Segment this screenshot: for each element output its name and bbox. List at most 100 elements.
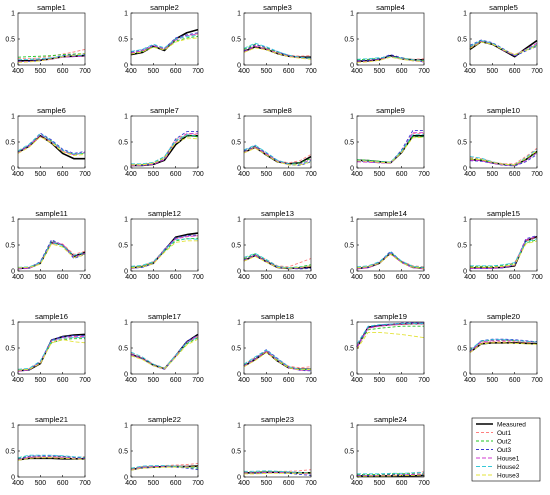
series-line-house3	[130, 240, 198, 269]
legend-label-out1: Out1	[497, 430, 511, 437]
series-line-measured	[130, 28, 199, 56]
series-line-house1	[356, 132, 424, 164]
y-tick-label: 1	[124, 113, 128, 120]
series-line-out3	[18, 53, 86, 62]
x-tick-label: 700	[531, 274, 543, 281]
series-line-out2	[470, 239, 538, 267]
x-tick-label: 700	[79, 480, 91, 487]
x-tick-label: 500	[35, 171, 47, 178]
x-tick-label: 400	[464, 171, 476, 178]
series-line-out3	[17, 455, 86, 460]
panel-title: sample5	[489, 3, 518, 12]
x-tick-label: 600	[170, 274, 182, 281]
series-line-house2	[17, 454, 86, 459]
x-tick-label: 600	[283, 377, 295, 384]
x-tick-label: 400	[12, 171, 24, 178]
series-line-out3	[17, 335, 85, 372]
panel-sample1: sample1 400 500 600 700 0 0.5 1	[5, 3, 91, 75]
series-line-out3	[130, 234, 199, 269]
panel-sample3: sample3 400 500 600 700 0 0.5 1	[231, 3, 317, 75]
y-tick-label: 1	[463, 10, 467, 17]
series-line-house3	[356, 474, 425, 477]
x-tick-label: 500	[148, 377, 160, 384]
x-tick-label: 700	[418, 480, 430, 487]
panel-sample23: sample23 400 500 600 700 0 0.5 1	[231, 415, 317, 487]
x-tick-label: 400	[12, 68, 24, 75]
x-tick-label: 600	[57, 171, 69, 178]
y-tick-label: 0.5	[5, 36, 15, 43]
series-line-house3	[469, 342, 538, 354]
series-line-out1	[356, 323, 424, 346]
x-tick-label: 600	[170, 171, 182, 178]
y-tick-label: 1	[237, 319, 241, 326]
series-line-out3	[131, 131, 198, 166]
series-line-house3	[130, 338, 199, 370]
x-tick-label: 500	[261, 171, 273, 178]
y-tick-label: 0	[124, 165, 128, 172]
y-tick-label: 0.5	[231, 36, 241, 43]
series-line-house2	[243, 349, 312, 371]
x-tick-label: 400	[125, 274, 137, 281]
panel-title: sample23	[261, 415, 294, 424]
series-line-house3	[243, 47, 312, 60]
panel-title: sample19	[374, 312, 407, 321]
x-tick-label: 500	[374, 171, 386, 178]
x-tick-label: 700	[305, 274, 317, 281]
x-tick-label: 700	[531, 171, 543, 178]
series-line-out2	[356, 251, 425, 269]
series-line-house2	[130, 34, 199, 52]
x-tick-label: 400	[238, 480, 250, 487]
axes-box	[130, 218, 199, 272]
series-line-out3	[17, 239, 86, 269]
series-line-out1	[356, 56, 425, 61]
panel-sample7: sample7 400 500 600 700 0 0.5 1	[118, 106, 204, 178]
y-tick-label: 0.5	[231, 139, 241, 146]
y-tick-label: 0	[237, 371, 241, 378]
y-tick-label: 1	[237, 10, 241, 17]
x-tick-label: 400	[238, 274, 250, 281]
x-tick-label: 600	[170, 68, 182, 75]
axes-box	[17, 424, 86, 478]
x-tick-label: 700	[192, 68, 204, 75]
y-tick-label: 1	[350, 319, 354, 326]
panel-title: sample12	[148, 209, 181, 218]
x-tick-label: 500	[148, 171, 160, 178]
y-tick-label: 1	[350, 422, 354, 429]
panel-sample4: sample4 400 500 600 700 0 0.5 1	[344, 3, 430, 75]
series-line-out2	[130, 237, 199, 268]
x-tick-label: 500	[487, 68, 499, 75]
panel-title: sample2	[150, 3, 179, 12]
x-tick-label: 700	[418, 171, 430, 178]
series-line-house1	[17, 336, 85, 372]
panel-sample9: sample9 400 500 600 700 0 0.5 1	[344, 106, 430, 178]
y-tick-label: 1	[124, 216, 128, 223]
series-line-house3	[356, 56, 425, 63]
series-line-out2	[131, 135, 199, 166]
x-tick-label: 700	[79, 68, 91, 75]
series-line-house3	[17, 339, 86, 371]
panel-sample19: sample19 400 500 600 700 0 0.5 1	[344, 312, 430, 384]
series-line-out3	[469, 154, 538, 167]
series-line-out3	[356, 322, 425, 347]
panel-sample20: sample20 400 500 600 700 0 0.5 1	[457, 312, 543, 384]
axes-box	[469, 12, 538, 66]
panel-title: sample22	[148, 415, 181, 424]
y-tick-label: 0.5	[231, 242, 241, 249]
x-tick-label: 500	[374, 377, 386, 384]
x-tick-label: 700	[531, 377, 543, 384]
series-line-house2	[130, 336, 199, 369]
panel-title: sample15	[487, 209, 520, 218]
series-line-house3	[243, 255, 312, 269]
series-line-house2	[357, 471, 425, 475]
series-line-out2	[244, 471, 312, 475]
series-line-house1	[356, 473, 425, 477]
legend-label-house2: House2	[497, 464, 520, 471]
y-tick-label: 0.5	[5, 448, 15, 455]
y-tick-label: 0	[11, 371, 15, 378]
panel-title: sample3	[263, 3, 292, 12]
x-tick-label: 600	[396, 274, 408, 281]
x-tick-label: 700	[418, 274, 430, 281]
series-line-house1	[17, 55, 86, 63]
legend-label-house1: House1	[497, 455, 520, 462]
